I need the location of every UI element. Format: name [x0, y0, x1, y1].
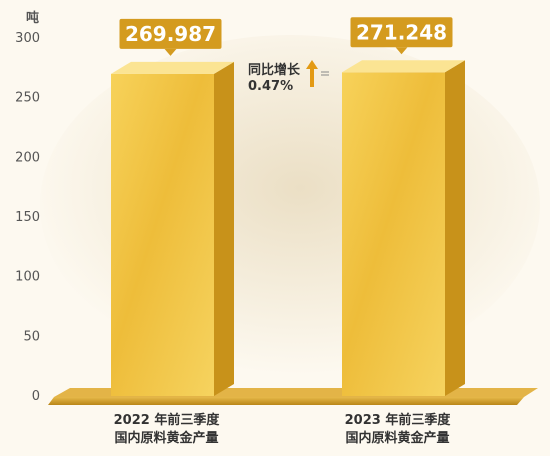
bars-group — [111, 60, 465, 396]
data-label-box — [350, 17, 453, 48]
bar-front-face — [342, 72, 445, 396]
growth-annotation-value: 0.47% — [248, 79, 293, 94]
data-label-pointer — [395, 47, 408, 55]
bar-front-face — [111, 73, 214, 396]
y-tick-label: 100 — [15, 270, 40, 285]
y-tick-label: 200 — [15, 150, 40, 165]
y-axis-unit-label: 吨 — [26, 10, 39, 26]
y-tick-label: 150 — [15, 210, 40, 225]
data-label-box — [119, 18, 222, 49]
growth-annotation-title: 同比增长 — [248, 62, 301, 78]
x-category-label: 2022 年前三季度 — [114, 412, 221, 428]
bar — [111, 61, 234, 396]
data-label-pointer — [164, 48, 177, 56]
data-label: 271.248 — [350, 17, 453, 55]
floor-base-front — [48, 397, 524, 405]
y-tick-label: 50 — [23, 329, 40, 344]
bar-top-face — [111, 61, 234, 74]
data-labels-group: 269.987 271.248 — [119, 17, 453, 56]
bar-top-face — [342, 60, 465, 73]
up-arrow-icon — [306, 60, 318, 87]
y-tick-label: 250 — [15, 91, 40, 106]
x-category-label: 2023 年前三季度 — [345, 412, 452, 428]
data-label-text: 271.248 — [356, 20, 447, 44]
y-axis-ticks: 0 50 100 150 200 250 300 — [15, 31, 40, 404]
data-label: 269.987 — [119, 18, 222, 56]
y-tick-label: 300 — [15, 31, 40, 46]
bar-side-face — [214, 61, 234, 396]
bar — [342, 60, 465, 396]
bar-side-face — [445, 60, 465, 396]
y-tick-label: 0 — [32, 389, 40, 404]
growth-annotation: 同比增长 0.47% — [248, 60, 329, 94]
data-label-text: 269.987 — [125, 22, 216, 46]
x-category-label: 国内原料黄金产量 — [114, 430, 218, 446]
x-category-label: 国内原料黄金产量 — [345, 430, 449, 446]
